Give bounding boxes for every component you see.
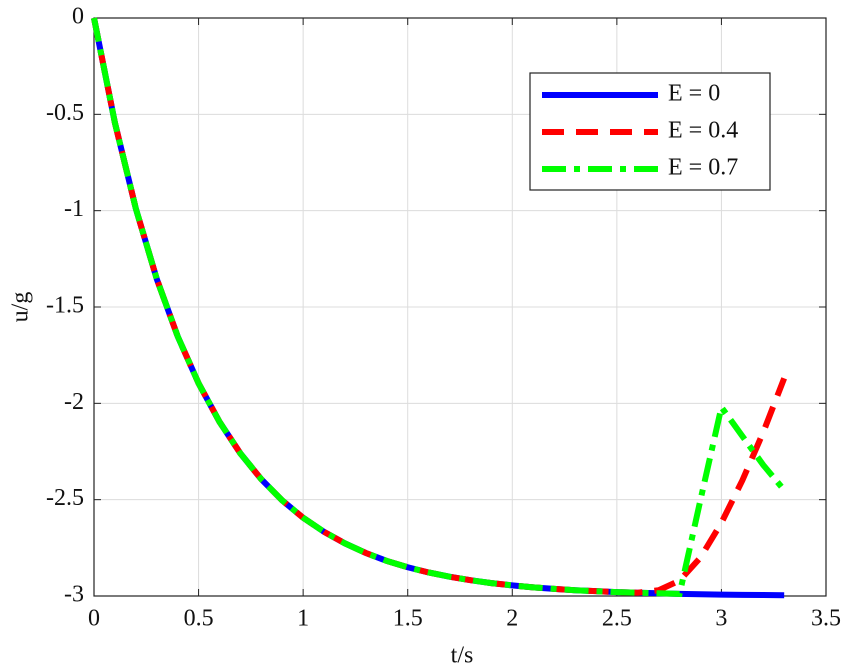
x-tick-label: 0 [88,606,100,632]
y-axis-label: u/g [8,292,34,323]
x-tick-label: 2.5 [602,606,632,632]
x-axis-label: t/s [451,643,474,669]
y-tick-label: -1 [64,196,84,222]
legend-label: E = 0 [668,81,720,107]
x-tick-label: 0.5 [184,606,214,632]
y-tick-label: -3 [64,582,84,608]
series-line [91,17,787,597]
y-tick-label: -0.5 [46,100,84,126]
x-tick-label: 3 [715,606,727,632]
x-tick-label: 3.5 [811,606,841,632]
legend-label: E = 0.4 [668,118,738,144]
y-tick-label: 0 [72,4,84,30]
x-tick-label: 1.5 [393,606,423,632]
plot-frame [93,17,827,597]
y-tick-label: -1.5 [46,293,84,319]
legend-label: E = 0.7 [668,155,738,181]
x-tick-label: 2 [506,606,518,632]
x-tick-label: 1 [297,606,309,632]
y-tick-label: -2 [64,389,84,415]
y-tick-label: -2.5 [46,485,84,511]
